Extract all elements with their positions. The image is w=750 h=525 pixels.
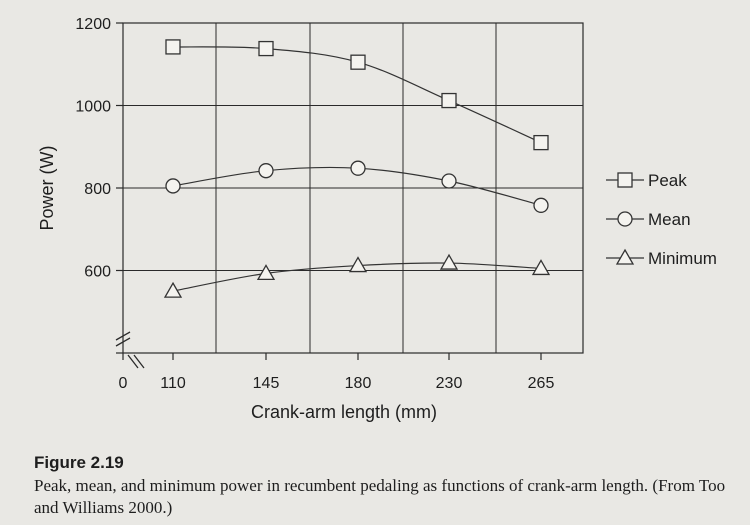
figure-caption: Figure 2.19 Peak, mean, and minimum powe… [34,453,734,519]
legend-marker-peak [617,172,633,188]
legend-item-mean: Mean [606,210,691,229]
figure-label: Figure 2.19 [34,453,124,472]
legend-item-minimum: Minimum [606,248,717,268]
grid-lines [123,23,583,353]
axis-break-mark [115,331,145,369]
legend-marker-mean [617,211,633,227]
data-point-peak [533,134,549,151]
legend-label-minimum: Minimum [648,249,717,268]
data-point-minimum [348,256,368,273]
series-layer [163,39,551,298]
line-chart: 600 800 1000 1200 0 110 145 180 230 265 Crank-arm… [37,16,717,422]
data-point-minimum [531,259,551,276]
y-tick-label: 800 [84,181,111,198]
data-point-minimum [256,264,276,281]
x-tick-label: 230 [436,375,463,392]
data-point-minimum [439,253,459,270]
x-tick-label: 265 [528,375,555,392]
data-point-peak [165,39,181,55]
y-axis-title: Power (W) [37,146,57,231]
series-minimum [163,253,551,298]
axes [115,22,542,369]
axis-break-slash [127,354,145,369]
data-point-mean [441,173,457,189]
data-point-minimum [163,281,183,298]
tick-labels: 600 800 1000 1200 0 110 145 180 230 265 [75,16,554,392]
data-point-peak [441,92,457,109]
series-mean [165,160,549,213]
y-tick-label: 1000 [75,99,111,116]
x-tick-label: 180 [345,375,372,392]
y-tick-label: 1200 [75,16,111,33]
legend-label-peak: Peak [648,171,687,190]
caption-text: Peak, mean, and minimum power in recumbe… [34,476,726,517]
axis-break-slash [115,331,131,347]
data-point-mean [533,197,549,213]
data-point-mean [165,178,181,194]
legend: Peak Mean Minimum [606,171,717,268]
x-tick-label: 145 [253,375,280,392]
x-tick-label: 0 [119,375,128,392]
data-point-mean [258,163,274,179]
data-point-peak [258,40,274,57]
data-point-peak [350,54,366,70]
series-peak [165,39,549,151]
legend-marker-minimum [615,248,635,265]
data-point-mean [350,160,366,176]
legend-label-mean: Mean [648,210,691,229]
x-axis-title: Crank-arm length (mm) [251,402,437,422]
y-tick-label: 600 [84,264,111,281]
legend-item-peak: Peak [606,171,687,190]
x-tick-label: 110 [160,375,186,392]
